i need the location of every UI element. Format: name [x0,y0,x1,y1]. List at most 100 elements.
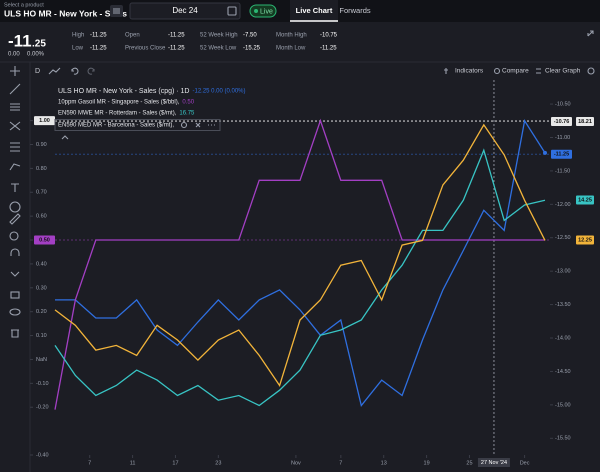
y2-tick-label: -14.50 [555,369,571,375]
tool-line[interactable] [9,83,21,95]
redo-icon[interactable] [87,67,95,75]
stat-value: -11.25 [168,33,185,39]
axis-badge [34,235,55,245]
y-tick-label: 0.10 [36,333,47,339]
x-tick-label: 17 [172,460,178,466]
tab-active-bg [290,0,338,22]
date: Dec 24 [172,6,198,15]
tool-pattern[interactable] [9,121,21,131]
x-tick-label: 11 [130,460,136,466]
settings-icon[interactable] [587,67,595,75]
tool-zoom[interactable] [9,231,19,241]
stat-label: Open [125,33,140,39]
axis-badge-label: -11.25 [554,152,569,158]
toolbar-button[interactable]: Compare [502,68,529,75]
legend-name: EN590 MED MR - Barcelona - Sales ($/mt), [58,123,174,129]
crosshair-label: 27 Nov '24 [481,460,507,466]
tool-stay[interactable] [10,271,20,277]
axis-badge-label: 18.21 [578,119,592,125]
y2-tick-label: -13.50 [555,302,571,308]
menu-icon [113,8,120,14]
tool-fib[interactable] [10,142,20,152]
x-tick-label: 7 [339,460,342,466]
legend-collapse[interactable] [61,135,69,140]
product-select[interactable]: ULS HO MR - New York - Sales (... [4,8,139,18]
legend-box [54,119,221,131]
series-line [54,123,546,387]
y-tick-label: 0.20 [36,309,47,315]
last-point [543,150,547,155]
stat-value: -11.25 [320,46,337,52]
y-tick-label: -0.40 [36,452,49,458]
axis-badge [576,195,594,205]
price-fraction: .25 [32,39,46,50]
tool-trash[interactable] [11,329,19,338]
legend-settings[interactable] [180,121,188,129]
live-badge[interactable] [249,4,277,18]
stat-value: -15.25 [243,46,261,52]
stat-label: Month Low [276,46,306,52]
legend-name: EN590 MWE MR - Rotterdam - Sales ($/mt), [58,111,177,117]
expand-icon[interactable] [587,30,594,37]
indicators-icon [444,68,448,74]
calendar-icon[interactable] [227,6,237,16]
stat-value: -11.25 [90,46,107,52]
x-tick-label: 19 [424,460,430,466]
x-tick-label: Nov [291,460,301,466]
x-tick-label: Dec [520,460,530,466]
y-tick-label: 0.70 [36,190,47,196]
axis-badge-label: 1.00 [39,118,50,124]
tool-ruler[interactable] [9,213,21,225]
x-tick-label: 25 [466,460,472,466]
x-tick-label: 7 [88,460,91,466]
axis-badge-label: -10.76 [554,119,570,125]
y2-tick-label: -11.50 [555,168,570,174]
tool-brush[interactable] [9,163,21,171]
tab[interactable]: Forwards [339,6,371,15]
y2-tick-label: -13.00 [555,269,571,275]
compare-icon [493,67,501,75]
legend-name: 10ppm Gasoil MR - Singapore - Sales ($/b… [58,100,180,106]
axis-badge [34,116,55,126]
tool-lock[interactable] [10,291,20,299]
y-tick-label: 0.80 [36,166,47,172]
stat-label: Previous Close [125,46,166,52]
stat-label: Low [72,46,84,52]
change: 0.00 [8,52,20,58]
tool-magnet[interactable] [10,248,20,256]
stat-value: -7.50 [243,33,257,39]
price-main: -11 [8,31,32,50]
tab[interactable]: Live Chart [296,6,333,15]
legend-value: 0.50 [182,100,194,106]
y2-tick-label: -12.00 [555,202,571,208]
y-tick-label: -0.20 [36,405,49,411]
y-tick-label: 0.30 [36,285,47,291]
y-tick-label: -0.10 [36,381,49,387]
stat-value: -10.75 [320,33,338,39]
legend-close[interactable] [195,122,201,128]
date-box[interactable] [129,2,241,20]
chart-type-icon[interactable] [48,67,61,75]
stat-value: -11.25 [90,33,107,39]
y-tick-label: NaN [36,357,47,363]
tool-eye[interactable] [9,308,21,316]
y-tick-label: 0.90 [36,142,47,148]
toolbar-button[interactable]: Indicators [455,68,484,75]
live-dot [254,9,258,13]
change-pct: 0.00% [27,52,45,58]
tool-crosshair[interactable] [10,66,20,76]
y2-tick-label: -14.00 [555,335,571,341]
tool-emoji[interactable] [9,201,21,213]
axis-badge [551,116,572,126]
toolbar-button[interactable]: Clear Graph [545,68,581,75]
interval[interactable]: D [35,68,40,75]
series-line [54,118,545,410]
stat-label: High [72,33,84,39]
undo-icon[interactable] [71,67,79,75]
y-tick-label: 0.60 [36,214,47,220]
tool-lines[interactable] [10,103,20,111]
axis-badge-label: 0.50 [39,237,50,243]
tool-text[interactable] [11,183,19,192]
axis-badge-label: 12.25 [578,237,592,243]
legend-name: ULS HO MR - New York - Sales (cpg) · 1D [58,88,189,95]
